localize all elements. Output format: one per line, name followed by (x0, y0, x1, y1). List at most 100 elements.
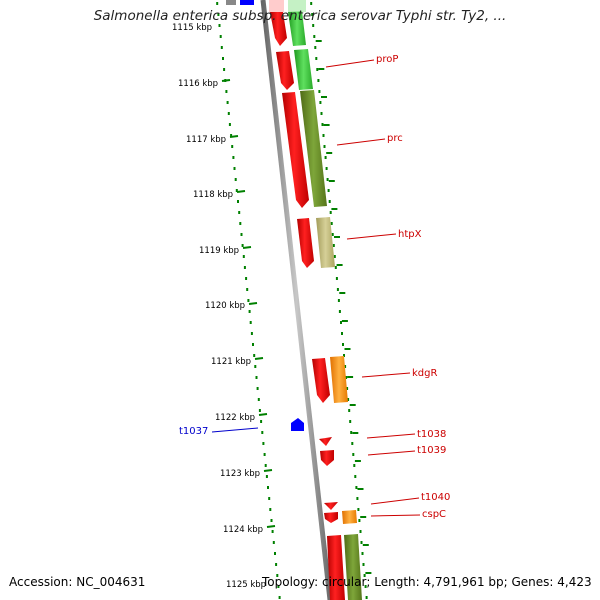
scale-label: 1118 kbp (193, 190, 233, 200)
ring-dot (335, 277, 338, 280)
ring-dot (261, 431, 264, 434)
ring-dash (331, 208, 338, 210)
ring-dot (355, 486, 358, 489)
ring-dot (329, 211, 332, 214)
ring-dot (311, 13, 314, 16)
ring-dot (324, 156, 327, 159)
ring-dot (257, 398, 260, 401)
genome-backbone (260, 0, 333, 600)
ring-dot (346, 387, 349, 390)
ring-dot (358, 519, 361, 522)
ring-dot (320, 112, 323, 115)
gene-label-t1040[interactable]: t1040 (421, 492, 450, 503)
ring-dot (315, 57, 318, 60)
trna-label-t1037[interactable]: t1037 (179, 426, 208, 437)
scale-labels: 1115 kbp 1116 kbp 1117 kbp 1118 kbp 1119… (172, 23, 266, 590)
gene-label-prc[interactable]: prc (387, 133, 403, 144)
cds-feature[interactable] (319, 437, 332, 446)
cog-feature[interactable] (288, 0, 306, 12)
ring-dot (235, 189, 238, 192)
ring-dash (321, 96, 327, 98)
ring-dot (344, 365, 347, 368)
gene-label-cspC[interactable]: cspC (422, 509, 446, 520)
ring-dot (359, 530, 362, 533)
cds-feature[interactable] (270, 12, 287, 46)
map-title: Salmonella enterica subsp. enterica sero… (93, 8, 507, 24)
scale-label: 1124 kbp (223, 525, 263, 535)
ring-dot (220, 46, 223, 49)
gene-label-proP[interactable]: proP (376, 54, 398, 65)
ring-dot (363, 574, 366, 577)
ring-dot (216, 2, 219, 5)
ring-dash (326, 152, 333, 154)
ring-dot (247, 299, 250, 302)
ring-dot (318, 90, 321, 93)
ring-dot (218, 24, 221, 27)
ring-dot (331, 233, 334, 236)
cog-feature[interactable] (316, 217, 335, 268)
ring-dash (347, 376, 354, 378)
ring-dot (253, 354, 256, 357)
cog-feature[interactable] (330, 356, 348, 403)
cds-feature[interactable] (327, 535, 345, 600)
cds-forward-track (270, 12, 345, 600)
trna-feature[interactable] (291, 418, 304, 431)
ring-dot (348, 409, 351, 412)
cds-feature[interactable] (324, 502, 338, 510)
cds-feature[interactable] (276, 51, 294, 90)
ring-dot (264, 464, 267, 467)
cog-feature[interactable] (344, 534, 362, 600)
trna-feature[interactable] (240, 0, 254, 5)
scale-ticks (221, 79, 276, 528)
ring-dot (330, 222, 333, 225)
cds-feature[interactable] (320, 450, 334, 466)
ring-dot (332, 244, 335, 247)
outer-ring (310, 2, 372, 599)
ring-dot (219, 35, 222, 38)
scale-ring (216, 2, 281, 599)
ring-dot (269, 508, 272, 511)
ring-dot (272, 541, 275, 544)
cog-feature[interactable] (342, 510, 357, 524)
cog-feature[interactable] (288, 11, 306, 46)
ring-dot (265, 475, 268, 478)
cds-feature[interactable] (297, 218, 314, 268)
scale-label: 1125 kbp (226, 580, 266, 590)
ring-dash (315, 40, 322, 42)
ring-dash (336, 264, 343, 266)
cog-feature[interactable] (300, 90, 327, 207)
ring-dot (232, 156, 235, 159)
genome-summary: Topology: circular; Length: 4,791,961 bp… (262, 575, 592, 589)
ring-dot (361, 552, 364, 555)
ring-dot (322, 134, 325, 137)
ring-dot (237, 200, 239, 203)
ring-dot (241, 244, 244, 247)
ring-dot (263, 453, 266, 456)
gene-label-t1038[interactable]: t1038 (417, 429, 446, 440)
ring-dot (223, 68, 226, 71)
ring-dot (354, 475, 357, 478)
ring-dot (353, 464, 356, 467)
cds-feature[interactable] (312, 358, 330, 403)
ring-dash (323, 124, 330, 126)
ring-dot (248, 310, 251, 313)
cog-feature[interactable] (269, 0, 284, 12)
ring-dot (250, 332, 253, 335)
ring-dot (234, 178, 237, 181)
ring-dot (225, 90, 228, 93)
cog-feature[interactable] (294, 49, 313, 90)
ring-dot (319, 101, 322, 104)
ring-dot (226, 101, 229, 104)
ring-dot (246, 288, 249, 291)
scale-label: 1116 kbp (178, 79, 218, 89)
ring-dot (341, 332, 343, 335)
cog-track (269, 0, 362, 600)
cds-feature[interactable] (282, 92, 309, 208)
gene-label-t1039[interactable]: t1039 (417, 445, 446, 456)
cds-feature[interactable] (324, 512, 338, 523)
ring-dot (325, 167, 328, 170)
gene-label-htpX[interactable]: htpX (398, 229, 422, 240)
ring-dot (245, 277, 248, 280)
gene-label-kdgR[interactable]: kdgR (412, 368, 437, 379)
